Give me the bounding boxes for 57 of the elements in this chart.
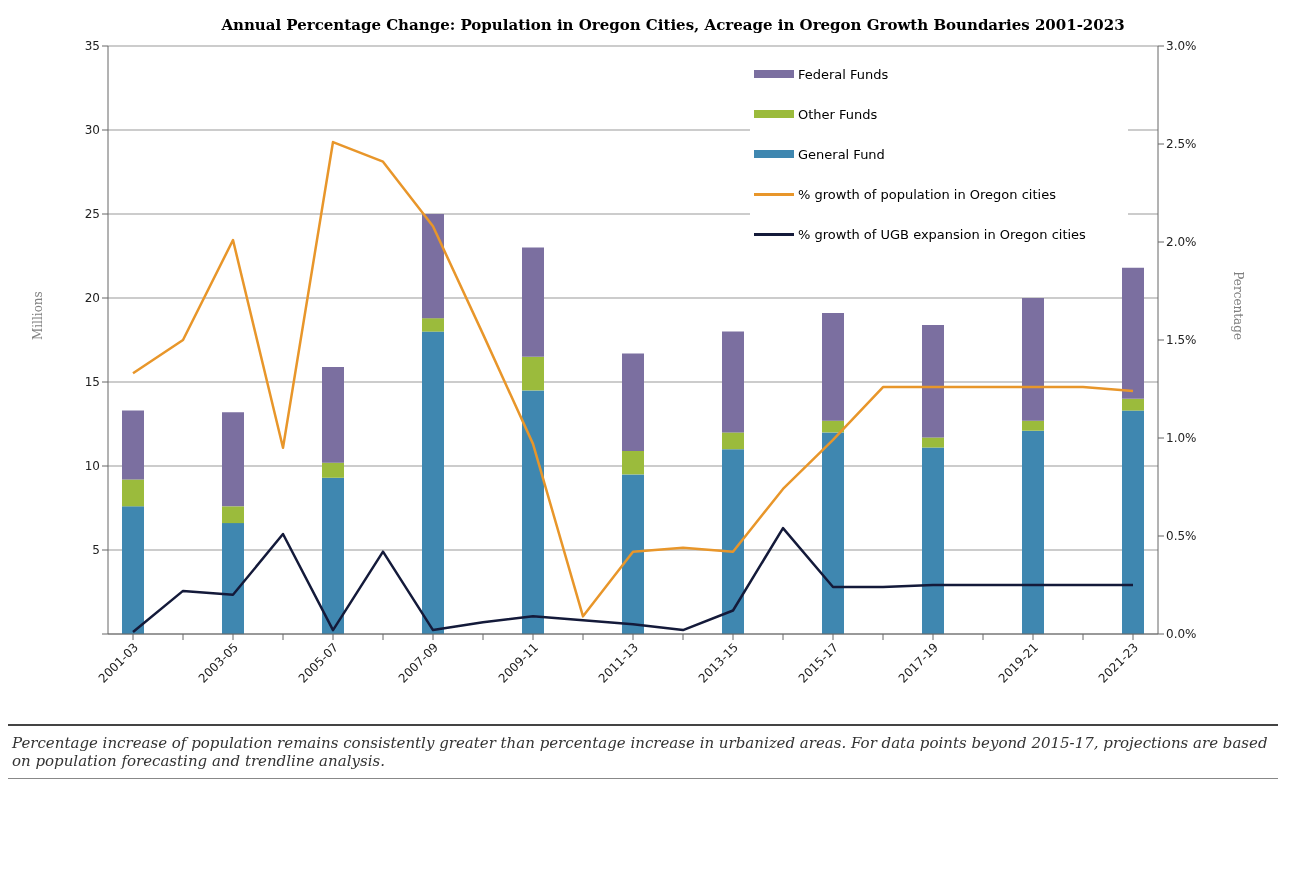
bar xyxy=(822,313,844,421)
y-tick-label: 25 xyxy=(84,207,100,222)
bar xyxy=(122,410,144,480)
line-series xyxy=(131,526,1135,634)
y2-tick-label: 1.0% xyxy=(1166,431,1197,446)
bar xyxy=(1022,298,1044,421)
bar xyxy=(422,214,444,319)
bar xyxy=(222,412,244,507)
bar xyxy=(522,390,544,634)
bar xyxy=(722,331,744,433)
bar xyxy=(422,318,444,332)
bar xyxy=(1022,430,1044,634)
legend-label: General Fund xyxy=(798,146,885,162)
y2-tick-label: 2.5% xyxy=(1166,137,1197,152)
y-tick-label: 10 xyxy=(84,459,100,474)
legend-label: % growth of UGB expansion in Oregon cities xyxy=(798,226,1086,242)
y-axis-title: Millions xyxy=(31,291,46,340)
bar xyxy=(122,506,144,634)
bar xyxy=(322,366,344,463)
legend-label: % growth of population in Oregon cities xyxy=(798,186,1056,202)
y-tick-label: 15 xyxy=(84,375,100,390)
bar xyxy=(722,449,744,634)
y-tick-label: 35 xyxy=(84,39,100,54)
y2-tick-label: 0.0% xyxy=(1166,627,1197,642)
y-tick-label: 20 xyxy=(84,291,100,306)
text: Percentage increase of population remains consistently greater than percentage increase in urbanized areas. For data points beyond 2015-17, projections are based on population forecasting and trendline analysis. xyxy=(12,734,1269,770)
y2-axis-title: Percentage xyxy=(1230,271,1245,340)
line-series xyxy=(131,140,1135,618)
y2-tick-label: 0.5% xyxy=(1166,529,1197,544)
y2-tick-label: 2.0% xyxy=(1166,235,1197,250)
bar xyxy=(1122,410,1144,634)
bar xyxy=(222,523,244,634)
bar xyxy=(922,437,944,448)
y-tick-label: 30 xyxy=(84,123,100,138)
y-tick-label: 5 xyxy=(92,543,100,558)
legend-label: Federal Funds xyxy=(798,66,889,82)
bar xyxy=(222,506,244,524)
bar xyxy=(322,462,344,478)
bar xyxy=(522,247,544,357)
chart-title: Annual Percentage Change: Population in Oregon Cities, Acreage in Oregon Growth Boundaries 2001-2023 xyxy=(220,16,1126,34)
bar xyxy=(822,432,844,634)
bar xyxy=(422,331,444,634)
bar xyxy=(322,477,344,634)
bar xyxy=(922,447,944,634)
bar xyxy=(722,432,744,450)
bar xyxy=(622,353,644,451)
bar xyxy=(1122,398,1144,411)
legend-label: Other Funds xyxy=(798,106,878,122)
bar xyxy=(122,479,144,507)
bar xyxy=(622,450,644,475)
y2-tick-label: 1.5% xyxy=(1166,333,1197,348)
bar xyxy=(922,324,944,438)
bar xyxy=(522,356,544,391)
y2-tick-label: 3.0% xyxy=(1166,39,1197,54)
bar xyxy=(1022,420,1044,431)
bar xyxy=(622,474,644,634)
bar xyxy=(1122,267,1144,399)
